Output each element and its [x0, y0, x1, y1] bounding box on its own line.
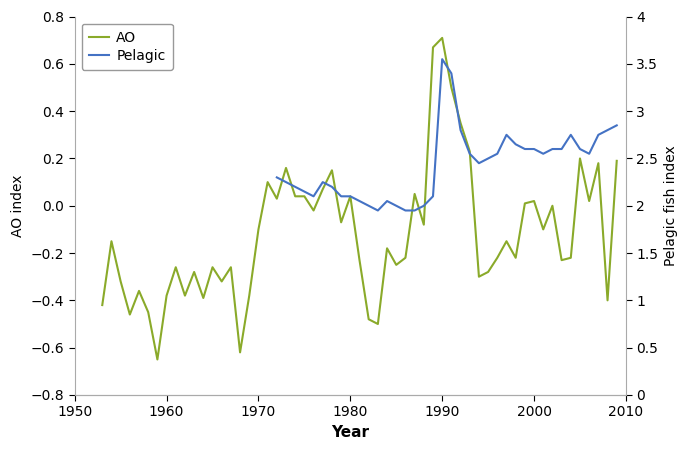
Line: Pelagic: Pelagic	[277, 59, 617, 211]
Pelagic	[291, 184, 299, 189]
Pelagic	[346, 193, 354, 199]
Pelagic	[493, 151, 502, 156]
AO	[245, 293, 254, 298]
Pelagic	[392, 203, 400, 208]
Pelagic	[309, 193, 318, 199]
Pelagic	[585, 151, 593, 156]
Pelagic	[318, 179, 327, 185]
Pelagic	[539, 151, 547, 156]
Pelagic	[530, 146, 538, 152]
Pelagic	[576, 146, 584, 152]
Pelagic	[420, 203, 428, 208]
Pelagic	[557, 146, 566, 152]
Pelagic	[328, 184, 336, 189]
Pelagic	[282, 179, 290, 185]
Pelagic	[383, 198, 391, 204]
Legend: AO, Pelagic: AO, Pelagic	[82, 23, 172, 69]
Pelagic	[429, 193, 437, 199]
Pelagic	[613, 123, 621, 128]
AO	[153, 357, 161, 362]
AO	[328, 168, 336, 173]
Pelagic	[300, 189, 309, 194]
Pelagic	[447, 71, 455, 76]
Y-axis label: AO index: AO index	[11, 175, 25, 237]
AO	[116, 279, 125, 284]
AO	[98, 302, 106, 308]
AO	[613, 158, 621, 164]
Pelagic	[273, 175, 281, 180]
Pelagic	[364, 203, 373, 208]
Pelagic	[438, 56, 446, 62]
Pelagic	[594, 132, 602, 138]
Pelagic	[521, 146, 529, 152]
Pelagic	[411, 208, 419, 213]
Pelagic	[456, 127, 464, 133]
Line: AO: AO	[102, 38, 617, 359]
Pelagic	[566, 132, 575, 138]
Pelagic	[604, 127, 612, 133]
Pelagic	[373, 208, 382, 213]
Pelagic	[401, 208, 409, 213]
Pelagic	[511, 142, 520, 147]
AO	[125, 312, 134, 317]
AO	[466, 149, 474, 154]
AO	[475, 274, 483, 280]
Pelagic	[502, 132, 511, 138]
Pelagic	[356, 198, 364, 204]
Pelagic	[548, 146, 557, 152]
Pelagic	[466, 151, 474, 156]
X-axis label: Year: Year	[331, 425, 369, 440]
Y-axis label: Pelagic fish index: Pelagic fish index	[664, 145, 678, 266]
Pelagic	[337, 193, 345, 199]
Pelagic	[484, 156, 492, 161]
Pelagic	[475, 161, 483, 166]
AO	[438, 35, 446, 41]
